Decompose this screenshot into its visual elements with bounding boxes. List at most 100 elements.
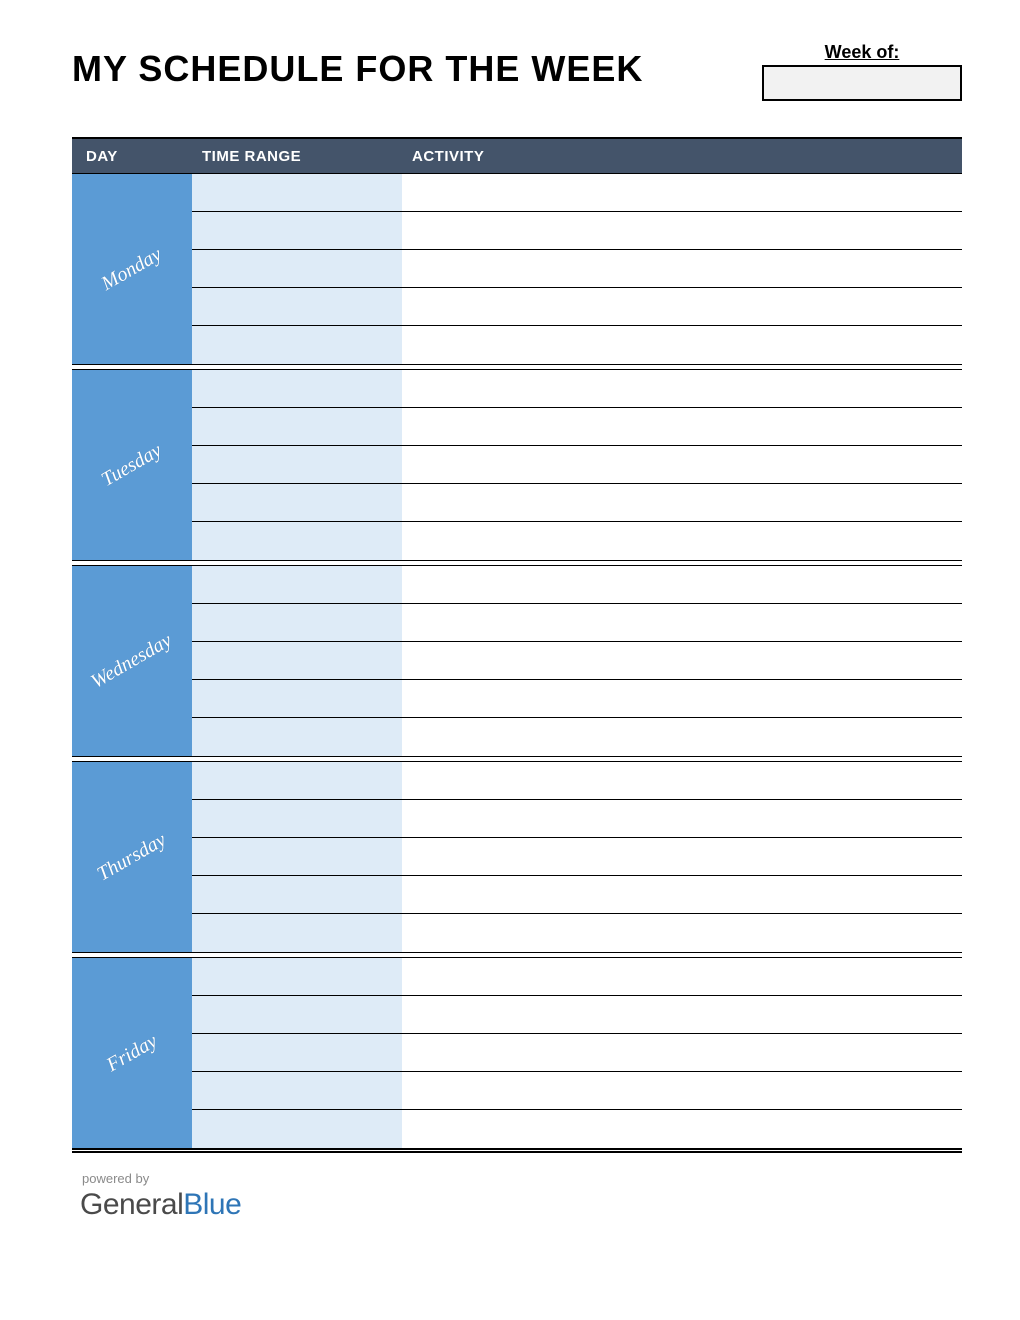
- day-label-cell: Tuesday: [72, 370, 192, 560]
- day-block: Tuesday: [72, 369, 962, 561]
- activity-cell[interactable]: [402, 1034, 962, 1071]
- column-header-time: TIME RANGE: [192, 148, 402, 165]
- activity-cell[interactable]: [402, 604, 962, 641]
- day-rows: [192, 762, 962, 952]
- time-range-cell[interactable]: [192, 838, 402, 875]
- schedule-row: [192, 212, 962, 250]
- activity-cell[interactable]: [402, 288, 962, 325]
- column-header-day: DAY: [72, 148, 192, 165]
- activity-cell[interactable]: [402, 326, 962, 364]
- powered-by-label: powered by: [82, 1171, 962, 1186]
- time-range-cell[interactable]: [192, 876, 402, 913]
- column-header-activity: ACTIVITY: [402, 148, 962, 165]
- time-range-cell[interactable]: [192, 680, 402, 717]
- time-range-cell[interactable]: [192, 370, 402, 407]
- time-range-cell[interactable]: [192, 288, 402, 325]
- activity-cell[interactable]: [402, 446, 962, 483]
- time-range-cell[interactable]: [192, 446, 402, 483]
- time-range-cell[interactable]: [192, 522, 402, 560]
- brand-logo: GeneralBlue: [80, 1188, 962, 1222]
- schedule-row: [192, 1110, 962, 1148]
- schedule-row: [192, 958, 962, 996]
- activity-cell[interactable]: [402, 914, 962, 952]
- activity-cell[interactable]: [402, 484, 962, 521]
- day-rows: [192, 958, 962, 1148]
- schedule-row: [192, 250, 962, 288]
- day-label: Friday: [103, 1029, 162, 1076]
- time-range-cell[interactable]: [192, 762, 402, 799]
- day-label: Monday: [98, 243, 166, 296]
- brand-general: General: [80, 1188, 183, 1221]
- day-label: Wednesday: [88, 629, 177, 694]
- footer: powered by GeneralBlue: [80, 1171, 962, 1222]
- day-label: Tuesday: [98, 439, 166, 492]
- time-range-cell[interactable]: [192, 326, 402, 364]
- time-range-cell[interactable]: [192, 914, 402, 952]
- day-label-cell: Thursday: [72, 762, 192, 952]
- week-of-input[interactable]: [762, 65, 962, 101]
- time-range-cell[interactable]: [192, 1110, 402, 1148]
- time-range-cell[interactable]: [192, 1072, 402, 1109]
- time-range-cell[interactable]: [192, 174, 402, 211]
- day-label-cell: Wednesday: [72, 566, 192, 756]
- schedule-row: [192, 288, 962, 326]
- schedule-row: [192, 1034, 962, 1072]
- activity-cell[interactable]: [402, 958, 962, 995]
- activity-cell[interactable]: [402, 174, 962, 211]
- schedule-row: [192, 1072, 962, 1110]
- activity-cell[interactable]: [402, 996, 962, 1033]
- activity-cell[interactable]: [402, 408, 962, 445]
- activity-cell[interactable]: [402, 1072, 962, 1109]
- schedule-row: [192, 718, 962, 756]
- day-block: Wednesday: [72, 565, 962, 757]
- schedule-row: [192, 326, 962, 364]
- time-range-cell[interactable]: [192, 800, 402, 837]
- day-block: Monday: [72, 173, 962, 365]
- schedule-row: [192, 446, 962, 484]
- activity-cell[interactable]: [402, 566, 962, 603]
- time-range-cell[interactable]: [192, 718, 402, 756]
- activity-cell[interactable]: [402, 876, 962, 913]
- schedule-row: [192, 762, 962, 800]
- time-range-cell[interactable]: [192, 1034, 402, 1071]
- time-range-cell[interactable]: [192, 212, 402, 249]
- schedule-row: [192, 876, 962, 914]
- time-range-cell[interactable]: [192, 604, 402, 641]
- schedule-row: [192, 566, 962, 604]
- brand-blue: Blue: [183, 1188, 241, 1221]
- time-range-cell[interactable]: [192, 408, 402, 445]
- page-title: MY SCHEDULE FOR THE WEEK: [72, 48, 643, 90]
- time-range-cell[interactable]: [192, 996, 402, 1033]
- day-rows: [192, 370, 962, 560]
- activity-cell[interactable]: [402, 680, 962, 717]
- activity-cell[interactable]: [402, 718, 962, 756]
- week-of-block: Week of:: [762, 42, 962, 101]
- header-row: MY SCHEDULE FOR THE WEEK Week of:: [72, 48, 962, 101]
- schedule-row: [192, 680, 962, 718]
- schedule-row: [192, 642, 962, 680]
- schedule-row: [192, 370, 962, 408]
- activity-cell[interactable]: [402, 800, 962, 837]
- time-range-cell[interactable]: [192, 484, 402, 521]
- day-blocks: Monday Tuesday Wednesday Thursday Friday: [72, 173, 962, 1149]
- time-range-cell[interactable]: [192, 566, 402, 603]
- day-label-cell: Monday: [72, 174, 192, 364]
- day-label: Thursday: [94, 828, 171, 886]
- time-range-cell[interactable]: [192, 250, 402, 287]
- time-range-cell[interactable]: [192, 958, 402, 995]
- activity-cell[interactable]: [402, 762, 962, 799]
- schedule-row: [192, 996, 962, 1034]
- activity-cell[interactable]: [402, 212, 962, 249]
- activity-cell[interactable]: [402, 838, 962, 875]
- activity-cell[interactable]: [402, 250, 962, 287]
- activity-cell[interactable]: [402, 522, 962, 560]
- schedule-table: DAY TIME RANGE ACTIVITY Monday Tuesday Wed…: [72, 137, 962, 1153]
- day-block: Friday: [72, 957, 962, 1149]
- activity-cell[interactable]: [402, 642, 962, 679]
- page: MY SCHEDULE FOR THE WEEK Week of: DAY TI…: [0, 0, 1020, 1262]
- schedule-row: [192, 174, 962, 212]
- activity-cell[interactable]: [402, 1110, 962, 1148]
- schedule-row: [192, 408, 962, 446]
- time-range-cell[interactable]: [192, 642, 402, 679]
- activity-cell[interactable]: [402, 370, 962, 407]
